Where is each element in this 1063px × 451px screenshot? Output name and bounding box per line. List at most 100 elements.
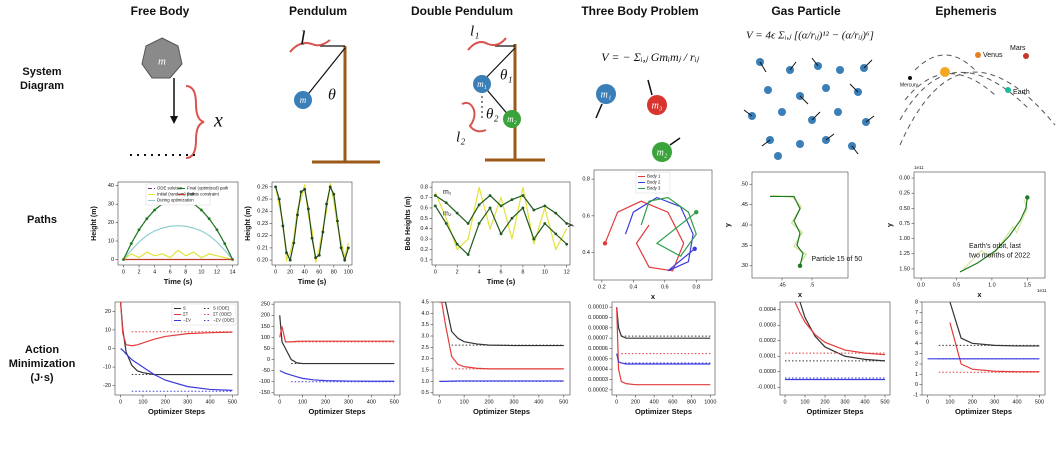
planet-label: Earth xyxy=(1013,89,1030,96)
y-tick-label: 6 xyxy=(915,320,918,326)
y-tick-label: 0 xyxy=(267,357,270,363)
x-tick-label: 2 xyxy=(456,269,459,275)
x-tick-label: 0 xyxy=(119,399,122,405)
planet xyxy=(908,76,912,80)
x-tick-label: 200 xyxy=(161,399,170,405)
length-label: l₁ xyxy=(470,23,479,39)
series-marker xyxy=(285,251,288,255)
length-label: l xyxy=(300,28,306,50)
y-tick-label: 0.00008 xyxy=(588,325,608,331)
gas-diagram: V = 4ϵ Σᵢ,ⱼ [(α/rᵢⱼ)¹² − (α/rᵢⱼ)⁶] xyxy=(743,30,875,160)
x-tick-label: 400 xyxy=(205,399,214,405)
y-tick-label: 0.3 xyxy=(420,237,428,243)
series-marker xyxy=(466,222,470,225)
double-pendulum-diagram: l₁ θ₁ m₁ θ₂ m₂ l₂ xyxy=(456,23,545,162)
x-tick-label: 100 xyxy=(945,399,954,405)
series-marker xyxy=(325,202,328,206)
y-tick-label: 100 xyxy=(261,335,270,341)
y-tick-label: 40 xyxy=(108,183,114,189)
y-tick-label: 0.0003 xyxy=(759,323,776,329)
y-tick-label: 0.8 xyxy=(582,177,590,183)
series-marker xyxy=(296,213,299,217)
y-tick-label: 0.8 xyxy=(420,185,428,191)
brace xyxy=(467,37,507,51)
series-marker xyxy=(314,256,318,260)
x-tick-label: 0 xyxy=(438,399,441,405)
legend-label: S xyxy=(183,306,186,311)
velocity-arrow xyxy=(595,103,603,119)
column-title: Ephemeris xyxy=(935,4,997,18)
x-axis-label: Optimizer Steps xyxy=(308,407,365,416)
y-tick-label: -10 xyxy=(103,365,111,371)
y-tick-label: 0.6 xyxy=(420,205,428,211)
body xyxy=(596,84,616,104)
y-tick-label: 0.1 xyxy=(420,257,428,263)
series-line xyxy=(624,196,696,272)
y-tick-label: 10 xyxy=(108,238,114,244)
x-axis-label: Optimizer Steps xyxy=(148,407,205,416)
chart-panel: 0 100 200 300 400 500 -0.0001 0.0000 0.0001 0.000… xyxy=(757,301,891,416)
bob xyxy=(503,110,521,128)
y-tick-label: 10 xyxy=(105,327,111,333)
end-marker xyxy=(694,209,699,215)
x-tick-label: 0 xyxy=(274,269,277,275)
series-marker xyxy=(466,253,470,257)
y-tick-label: 0 xyxy=(915,382,918,388)
series-line xyxy=(963,199,1028,270)
series-marker xyxy=(455,211,459,215)
row-label: Minimization xyxy=(9,358,76,370)
x-tick-label: 0.8 xyxy=(692,284,700,290)
y-tick-label: 0.21 xyxy=(257,245,268,251)
column-title: Pendulum xyxy=(289,4,347,18)
chart-panel: .45 .5 .30 .35 .40 .45 .50 x y Particle 15 of 50 xyxy=(725,171,862,299)
y-tick-label: 200 xyxy=(261,313,270,319)
annotation: m₁ xyxy=(443,189,452,196)
series-marker xyxy=(488,194,492,197)
series-marker xyxy=(223,242,227,246)
series-marker xyxy=(299,190,303,194)
sun xyxy=(940,67,950,77)
series-marker xyxy=(455,242,459,246)
y-tick-label: 0.23 xyxy=(257,221,268,227)
series-marker xyxy=(336,219,339,223)
series-line xyxy=(279,370,395,382)
pendulum-diagram: l θ m xyxy=(289,28,380,164)
y-tick-label: 0.25 xyxy=(899,191,910,197)
brace xyxy=(289,39,331,53)
x-tick-label: 8 xyxy=(521,269,524,275)
x-axis-label: x xyxy=(977,290,982,299)
chart-panel: 0 20 40 60 80 100 0.20 0.21 0.22 0.23 0.24 0.25 0.26… xyxy=(245,181,353,286)
brace xyxy=(185,85,205,159)
y-tick-label: 0.20 xyxy=(257,258,268,264)
y-tick-label: -150 xyxy=(259,390,270,396)
x-tick-label: 300 xyxy=(183,399,192,405)
plot-frame xyxy=(779,301,891,396)
x-tick-label: 500 xyxy=(228,399,237,405)
y-tick-label: 0.0001 xyxy=(759,354,776,360)
legend-label: ΣT xyxy=(183,312,189,317)
arrow-head xyxy=(170,116,178,124)
plot-area xyxy=(770,195,807,268)
x-axis-label: Time (s) xyxy=(164,277,193,286)
y-tick-label: 0.00 xyxy=(899,176,910,182)
planet-label: Mars xyxy=(1010,45,1026,52)
x-tick-label: 20 xyxy=(287,269,293,275)
x-tick-label: 4 xyxy=(153,269,156,275)
plot-area xyxy=(279,315,395,383)
y-tick-label: 0.00003 xyxy=(588,377,608,383)
x-tick-label: 400 xyxy=(534,399,543,405)
series-line xyxy=(434,187,568,252)
end-marker xyxy=(797,263,803,268)
series-marker xyxy=(137,228,141,232)
planet xyxy=(975,52,981,58)
angle-label: θ₁ xyxy=(500,67,513,83)
y-axis-label: y xyxy=(567,223,574,227)
height-label: x xyxy=(213,110,223,132)
series-marker xyxy=(303,187,307,191)
series-marker xyxy=(346,246,350,250)
series-marker xyxy=(288,258,292,262)
x-tick-label: 300 xyxy=(344,399,353,405)
annotation: two months of 2022 xyxy=(969,253,1030,260)
series-marker xyxy=(433,194,437,197)
